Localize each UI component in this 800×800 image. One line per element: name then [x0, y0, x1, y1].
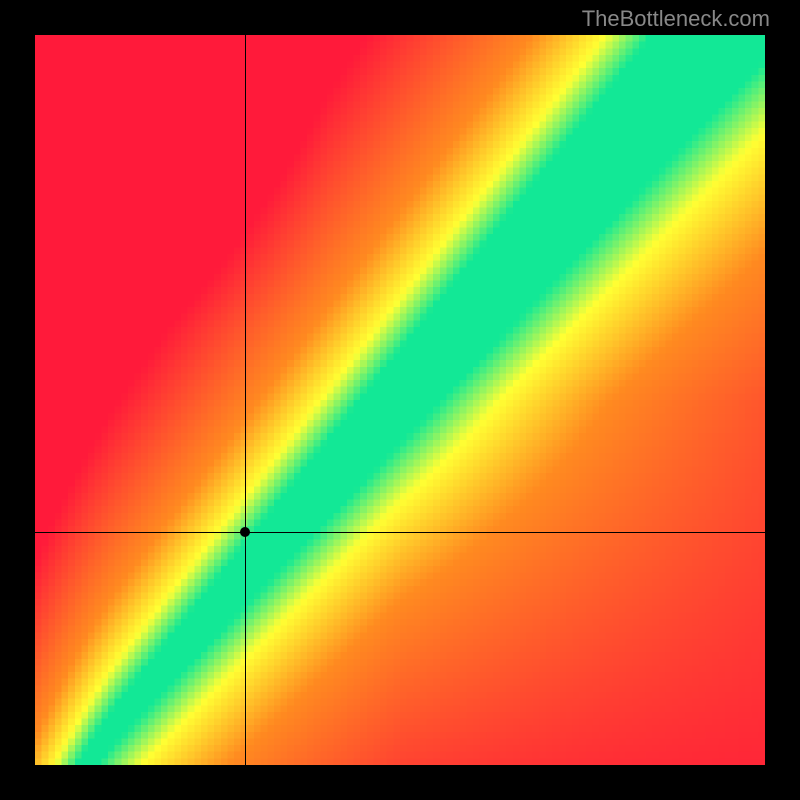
heatmap-chart [35, 35, 765, 765]
crosshair-point [240, 527, 250, 537]
crosshair-horizontal [35, 532, 765, 533]
heatmap-canvas [35, 35, 765, 765]
watermark-text: TheBottleneck.com [582, 6, 770, 32]
crosshair-vertical [245, 35, 246, 765]
